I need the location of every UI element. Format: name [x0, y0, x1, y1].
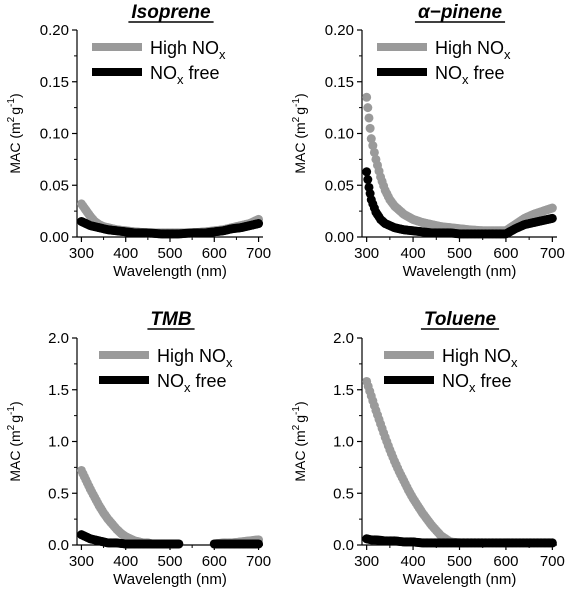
data-point	[362, 92, 372, 102]
x-axis-label: Wavelength (nm)	[113, 571, 227, 588]
chart-title: Toluene	[424, 309, 497, 330]
y-tick-label: 0.10	[40, 126, 69, 143]
y-axis-label: MAC (m2g-1)	[291, 401, 308, 481]
y-tick-label: 0.15	[325, 74, 354, 91]
y-tick-label: 1.5	[333, 382, 354, 399]
y-tick-label: 0.5	[333, 485, 354, 502]
y-axis-label: MAC (m2g-1)	[6, 93, 23, 173]
legend-label: High NOx	[442, 346, 518, 370]
x-tick-label: 400	[113, 553, 138, 570]
data-point	[365, 123, 375, 133]
y-tick-label: 1.5	[48, 382, 69, 399]
chart-title: Isoprene	[131, 2, 211, 23]
panel-1: α−pinene 0.00 0.05 0.10 0.15 0.20 300 400 500 600…	[291, 2, 565, 280]
x-tick-label: 500	[447, 245, 472, 262]
x-tick-label: 400	[401, 553, 426, 570]
data-point	[547, 213, 557, 223]
series-0	[362, 92, 557, 236]
x-tick-label: 700	[540, 245, 565, 262]
x-tick-label: 600	[493, 245, 518, 262]
series-0	[362, 376, 557, 548]
x-axis-label: Wavelength (nm)	[403, 263, 517, 280]
data-point	[368, 141, 378, 151]
y-tick-label: 0.00	[325, 229, 354, 246]
x-axis-label: Wavelength (nm)	[403, 571, 517, 588]
y-tick-label: 0.0	[333, 537, 354, 554]
x-tick-label: 300	[354, 553, 379, 570]
chart-title: TMB	[150, 309, 191, 330]
y-tick-label: 2.0	[333, 330, 354, 347]
series-1	[362, 167, 557, 239]
legend-label: NOx free	[442, 371, 512, 395]
x-tick-label: 500	[157, 553, 182, 570]
data-point	[364, 113, 374, 123]
x-tick-label: 300	[69, 553, 94, 570]
legend-label: High NOx	[435, 38, 511, 62]
data-point	[363, 103, 373, 113]
x-tick-label: 500	[447, 553, 472, 570]
y-tick-label: 0.20	[40, 22, 69, 39]
chart-title: α−pinene	[418, 2, 503, 23]
legend-label: NOx free	[157, 371, 227, 395]
x-tick-label: 500	[157, 245, 182, 262]
y-axis-label: MAC (m2g-1)	[291, 93, 308, 173]
data-point	[254, 219, 264, 229]
series-0	[76, 465, 264, 549]
data-point	[362, 167, 372, 177]
data-point	[254, 539, 264, 549]
y-tick-label: 0.20	[325, 22, 354, 39]
panel-0: Isoprene 0.00 0.05 0.10 0.15 0.20 300 400 500 600…	[6, 2, 271, 280]
x-tick-label: 700	[246, 245, 271, 262]
data-point	[174, 539, 184, 549]
y-tick-label: 1.0	[333, 434, 354, 451]
x-tick-label: 300	[354, 245, 379, 262]
legend-label: NOx free	[150, 63, 220, 87]
x-tick-label: 600	[493, 553, 518, 570]
y-tick-label: 0.05	[40, 177, 69, 194]
x-tick-label: 400	[113, 245, 138, 262]
x-tick-label: 700	[540, 553, 565, 570]
data-point	[366, 134, 376, 144]
y-tick-label: 0.00	[40, 229, 69, 246]
y-tick-label: 0.5	[48, 485, 69, 502]
x-axis-label: Wavelength (nm)	[113, 263, 227, 280]
x-tick-label: 400	[401, 245, 426, 262]
series-1	[76, 216, 264, 239]
legend-label: NOx free	[435, 63, 505, 87]
y-tick-label: 1.0	[48, 434, 69, 451]
legend-label: High NOx	[150, 38, 226, 62]
x-tick-label: 600	[202, 553, 227, 570]
y-tick-label: 0.15	[40, 74, 69, 91]
y-tick-label: 0.05	[325, 177, 354, 194]
y-axis-label: MAC (m2g-1)	[6, 401, 23, 481]
series-1	[76, 530, 264, 549]
y-tick-label: 2.0	[48, 330, 69, 347]
y-tick-label: 0.10	[325, 126, 354, 143]
y-tick-label: 0.0	[48, 537, 69, 554]
x-tick-label: 600	[202, 245, 227, 262]
legend-label: High NOx	[157, 346, 233, 370]
x-tick-label: 700	[246, 553, 271, 570]
x-tick-label: 300	[69, 245, 94, 262]
data-point	[363, 175, 373, 185]
data-point	[547, 203, 557, 213]
panel-2: TMB 0.0 0.5 1.0 1.5 2.0 300 400 500 600 700 Wavelen…	[6, 309, 271, 588]
panel-3: Toluene 0.0 0.5 1.0 1.5 2.0 300 400 500 600 700 Wav…	[291, 309, 565, 588]
data-point	[369, 147, 379, 157]
series-1	[362, 534, 557, 548]
data-point	[547, 538, 557, 548]
